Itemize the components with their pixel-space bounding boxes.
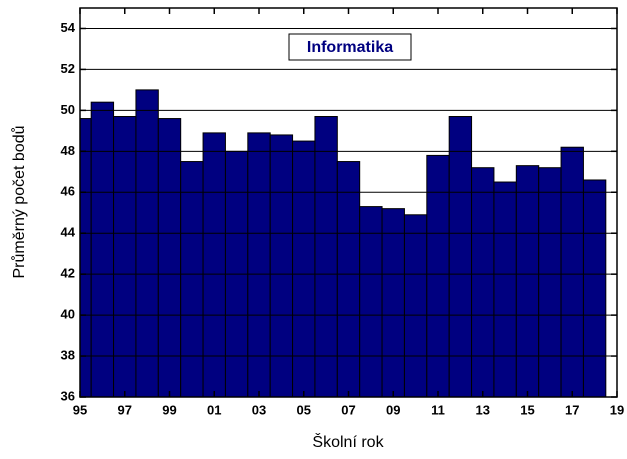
bar [538, 167, 562, 397]
x-tick-label: 07 [341, 402, 355, 417]
bar [515, 165, 540, 397]
bar [180, 161, 204, 397]
x-tick-label: 03 [252, 402, 266, 417]
bar [113, 116, 137, 397]
chart-title: Informatika [307, 39, 393, 56]
x-tick-label: 17 [565, 402, 579, 417]
bar [90, 101, 115, 397]
bar [202, 132, 226, 397]
bar [157, 118, 182, 397]
y-tick-label: 38 [61, 347, 75, 362]
bar [448, 116, 473, 397]
y-tick-label: 44 [61, 225, 76, 240]
bar [359, 206, 383, 397]
x-tick-label: 15 [520, 402, 534, 417]
x-tick-label: 09 [386, 402, 400, 417]
x-tick-label: 11 [431, 402, 445, 417]
y-axis-label: Průměrný počet bodů [10, 126, 28, 279]
y-tick-label: 52 [61, 61, 75, 76]
y-tick-label: 36 [61, 388, 75, 403]
y-tick-label: 48 [61, 143, 75, 158]
x-axis-label: Školní rok [312, 432, 384, 451]
bar [403, 214, 428, 397]
y-tick-label: 46 [61, 184, 75, 199]
bar [471, 167, 495, 397]
x-tick-label: 95 [73, 402, 87, 417]
bar [292, 140, 316, 397]
bar [493, 181, 517, 397]
bar [381, 208, 405, 397]
bar [426, 154, 450, 397]
y-tick-label: 54 [61, 20, 76, 35]
y-tick-label: 40 [61, 307, 75, 322]
bar [135, 89, 159, 397]
x-tick-label: 05 [297, 402, 311, 417]
bar [314, 116, 338, 397]
x-tick-label: 97 [118, 402, 132, 417]
bars [80, 89, 607, 397]
x-tick-label: 13 [476, 402, 490, 417]
x-tick-label: 99 [162, 402, 176, 417]
title-box [288, 33, 412, 61]
bar [247, 132, 271, 397]
y-tick-label: 42 [61, 266, 75, 281]
x-tick-label: 19 [610, 402, 624, 417]
bar [560, 146, 584, 397]
bar [582, 179, 607, 397]
y-tick-label: 50 [61, 102, 75, 117]
bar [336, 161, 361, 397]
bar [269, 134, 294, 397]
x-tick-label: 01 [207, 402, 221, 417]
